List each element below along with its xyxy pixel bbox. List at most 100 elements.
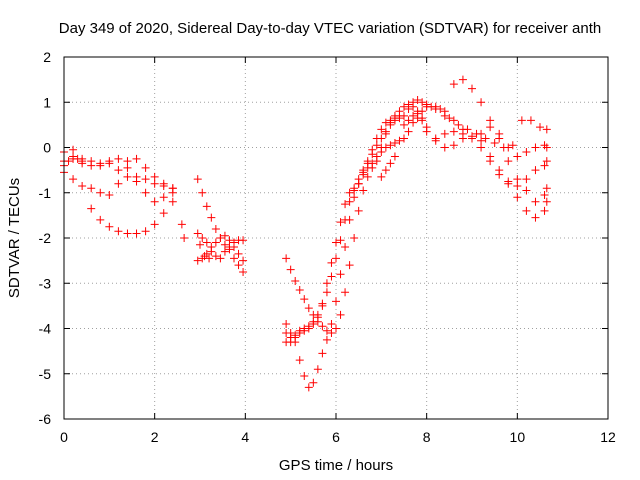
data-point: [300, 326, 309, 335]
data-point: [400, 120, 408, 129]
y-tick-label: -2: [39, 230, 52, 246]
data-point: [513, 193, 522, 202]
data-point: [239, 236, 248, 245]
data-point: [159, 181, 168, 190]
data-point: [336, 236, 345, 245]
data-point: [377, 143, 386, 152]
data-point: [350, 234, 359, 242]
data-point: [372, 152, 381, 161]
data-point: [318, 322, 327, 331]
data-point: [132, 172, 141, 181]
y-tick-label: -1: [39, 185, 52, 201]
data-point: [309, 319, 318, 328]
data-point: [313, 365, 322, 374]
y-tick-label: -4: [39, 321, 52, 337]
data-point: [96, 161, 105, 170]
data-point: [418, 107, 427, 116]
data-point: [542, 184, 551, 193]
data-point: [336, 310, 345, 319]
data-point: [449, 127, 458, 136]
data-point: [381, 118, 390, 127]
data-point: [517, 116, 526, 125]
data-point: [477, 136, 486, 145]
data-point: [327, 272, 336, 281]
data-point: [96, 215, 105, 224]
data-point: [522, 148, 531, 157]
data-point: [449, 141, 458, 150]
data-point: [536, 123, 544, 132]
data-point: [332, 254, 340, 263]
data-point: [141, 227, 150, 236]
data-point: [304, 304, 313, 313]
data-point: [123, 172, 132, 181]
data-point: [477, 98, 486, 107]
data-point: [354, 206, 363, 215]
x-tick-label: 0: [60, 429, 68, 445]
data-point: [377, 125, 386, 134]
data-point: [418, 116, 427, 125]
data-point: [150, 220, 159, 229]
data-point: [216, 234, 225, 242]
data-point: [345, 188, 354, 197]
data-point: [440, 143, 449, 152]
data-point: [196, 240, 204, 249]
y-axis-label: SDTVAR / TECUs: [6, 178, 23, 298]
data-point: [542, 143, 551, 152]
data-point: [177, 220, 186, 229]
data-point: [341, 200, 350, 209]
data-point: [322, 288, 331, 297]
data-point: [381, 127, 390, 136]
grid: [64, 57, 608, 419]
data-point: [495, 166, 504, 175]
data-point: [114, 166, 123, 175]
data-point: [404, 100, 413, 109]
data-point: [400, 111, 408, 120]
data-point: [322, 326, 331, 335]
data-point: [409, 102, 418, 111]
data-point: [445, 114, 454, 123]
data-point: [230, 243, 238, 252]
y-tick-label: 2: [43, 49, 51, 65]
data-point: [282, 329, 291, 338]
data-point: [490, 138, 499, 147]
data-point: [542, 125, 551, 134]
x-tick-label: 6: [332, 429, 340, 445]
data-point: [295, 329, 304, 338]
data-point: [141, 175, 150, 184]
data-point: [291, 333, 300, 342]
data-point: [327, 258, 336, 267]
data-point: [486, 152, 495, 161]
data-point: [211, 238, 220, 247]
data-point: [395, 107, 404, 116]
data-point: [468, 84, 476, 93]
data-point: [313, 313, 322, 322]
data-point: [390, 116, 399, 125]
data-point: [468, 134, 476, 143]
chart-title: Day 349 of 2020, Sidereal Day-to-day VTE…: [59, 20, 601, 37]
data-point: [193, 256, 202, 265]
data-point: [114, 154, 123, 163]
data-point: [336, 218, 345, 227]
data-point: [531, 197, 540, 206]
data-point: [540, 191, 549, 200]
data-point: [295, 356, 304, 365]
data-point: [404, 127, 413, 136]
data-point: [69, 175, 78, 184]
plot-frame: [63, 56, 609, 420]
data-point: [150, 179, 159, 188]
data-point: [440, 129, 449, 138]
data-point: [463, 125, 472, 134]
data-point: [390, 152, 399, 161]
data-point: [87, 161, 96, 170]
data-point: [332, 238, 340, 247]
data-point: [418, 98, 427, 107]
data-point: [336, 270, 345, 279]
data-point: [332, 324, 340, 333]
data-point: [368, 150, 377, 159]
data-point: [363, 172, 372, 181]
data-point: [395, 136, 404, 145]
data-point: [427, 102, 436, 111]
data-point: [522, 186, 531, 195]
data-point: [105, 191, 114, 200]
data-point: [531, 213, 540, 222]
